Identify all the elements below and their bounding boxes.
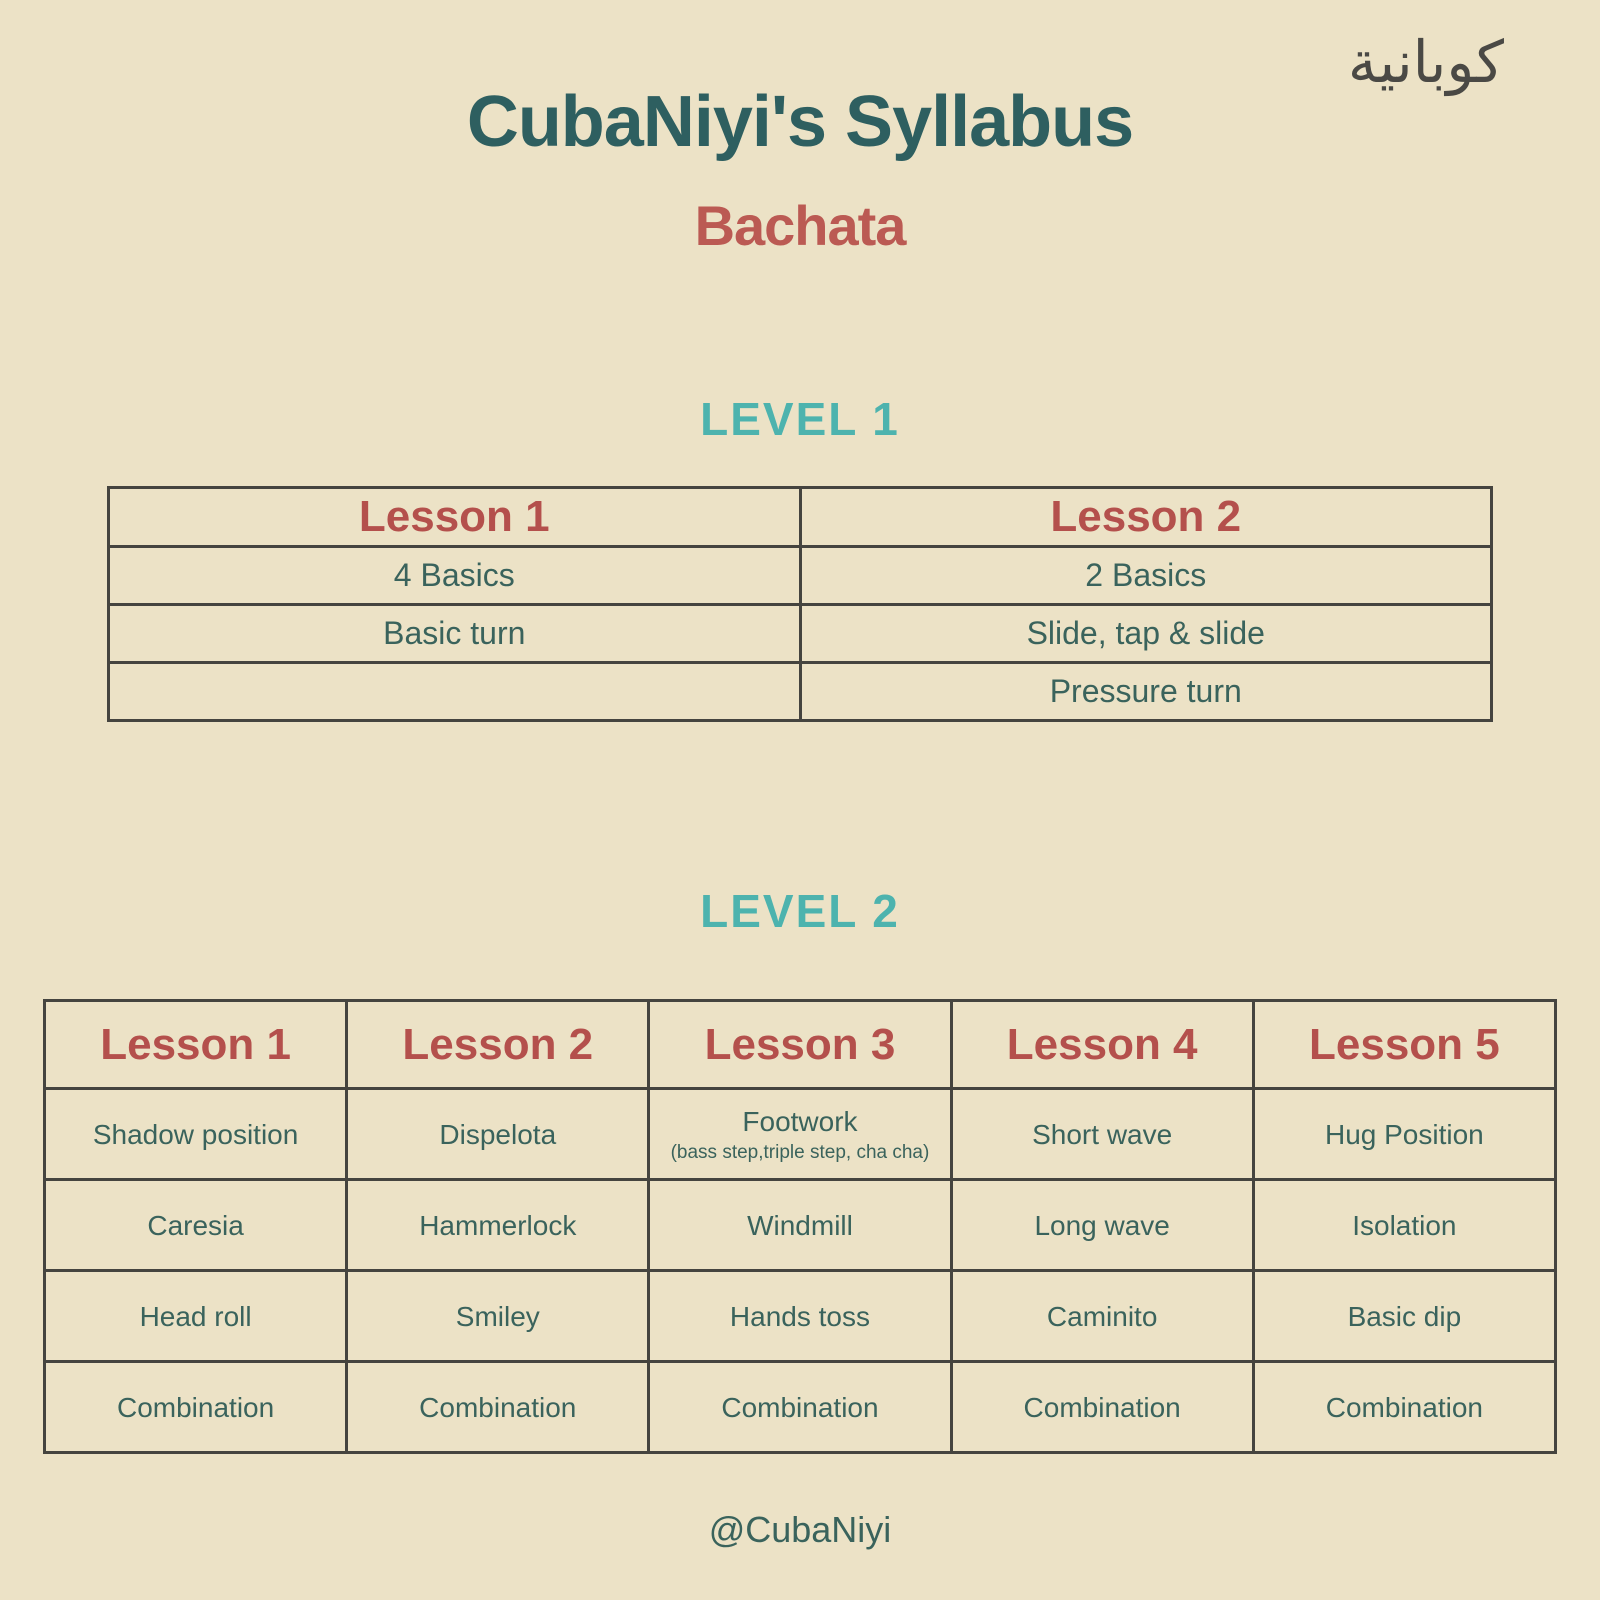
column-header-lesson-4: Lesson 4 — [949, 999, 1255, 1090]
column-header-lesson-3: Lesson 3 — [647, 999, 953, 1090]
column-header-lesson-1: Lesson 1 — [42, 999, 349, 1090]
table-header-row: Lesson 1 Lesson 2 Lesson 3 Lesson 4 Less… — [42, 999, 1558, 1090]
cell-main-text: Footwork — [742, 1105, 858, 1137]
level-2-table: Lesson 1 Lesson 2 Lesson 3 Lesson 4 Less… — [42, 999, 1558, 1454]
level-1-table: Lesson 1 Lesson 2 4 Basics 2 Basics Basi… — [107, 486, 1493, 722]
table-header-row: Lesson 1 Lesson 2 — [107, 486, 1493, 548]
syllabus-cell: Hug Position — [1251, 1087, 1558, 1181]
column-header-lesson-2: Lesson 2 — [345, 999, 651, 1090]
syllabus-cell: Dispelota — [345, 1087, 651, 1181]
syllabus-cell: Shadow position — [42, 1087, 349, 1181]
syllabus-cell: Windmill — [647, 1178, 953, 1272]
table-row: Pressure turn — [107, 661, 1493, 722]
syllabus-cell: Caminito — [949, 1269, 1255, 1363]
syllabus-cell: Combination — [949, 1360, 1255, 1454]
syllabus-cell: Long wave — [949, 1178, 1255, 1272]
level-2-heading: LEVEL 2 — [700, 885, 900, 937]
column-header-lesson-2: Lesson 2 — [798, 486, 1493, 548]
syllabus-cell: Isolation — [1251, 1178, 1558, 1272]
syllabus-cell: Hammerlock — [345, 1178, 651, 1272]
syllabus-cell: Short wave — [949, 1087, 1255, 1181]
table-row: Combination Combination Combination Comb… — [42, 1360, 1558, 1454]
syllabus-cell: Smiley — [345, 1269, 651, 1363]
syllabus-cell: Hands toss — [647, 1269, 953, 1363]
social-handle: @CubaNiyi — [708, 1509, 892, 1550]
cell-sub-text: (bass step,triple step, cha cha) — [670, 1141, 930, 1163]
table-row: Caresia Hammerlock Windmill Long wave Is… — [42, 1178, 1558, 1272]
column-header-lesson-5: Lesson 5 — [1251, 999, 1558, 1090]
syllabus-cell: Slide, tap & slide — [798, 603, 1493, 664]
syllabus-cell-footwork: Footwork (bass step,triple step, cha cha… — [647, 1087, 953, 1181]
page-title: CubaNiyi's Syllabus — [466, 82, 1134, 162]
syllabus-cell: Combination — [1251, 1360, 1558, 1454]
brand-logo-arabic: كوبانية — [1347, 30, 1504, 95]
syllabus-cell: Combination — [345, 1360, 651, 1454]
syllabus-cell: Basic turn — [107, 603, 802, 664]
syllabus-cell: 2 Basics — [798, 545, 1493, 606]
syllabus-cell: Head roll — [42, 1269, 349, 1363]
syllabus-cell: Combination — [647, 1360, 953, 1454]
column-header-lesson-1: Lesson 1 — [107, 486, 802, 548]
syllabus-cell: Pressure turn — [798, 661, 1493, 722]
table-row: 4 Basics 2 Basics — [107, 545, 1493, 606]
syllabus-cell: Caresia — [42, 1178, 349, 1272]
syllabus-cell: Combination — [42, 1360, 349, 1454]
syllabus-cell: Basic dip — [1251, 1269, 1558, 1363]
page-subtitle: Bachata — [694, 194, 907, 257]
table-row: Head roll Smiley Hands toss Caminito Bas… — [42, 1269, 1558, 1363]
syllabus-cell: 4 Basics — [107, 545, 802, 606]
table-row: Shadow position Dispelota Footwork (bass… — [42, 1087, 1558, 1181]
table-row: Basic turn Slide, tap & slide — [107, 603, 1493, 664]
syllabus-cell-empty — [107, 661, 802, 722]
level-1-heading: LEVEL 1 — [700, 393, 900, 445]
